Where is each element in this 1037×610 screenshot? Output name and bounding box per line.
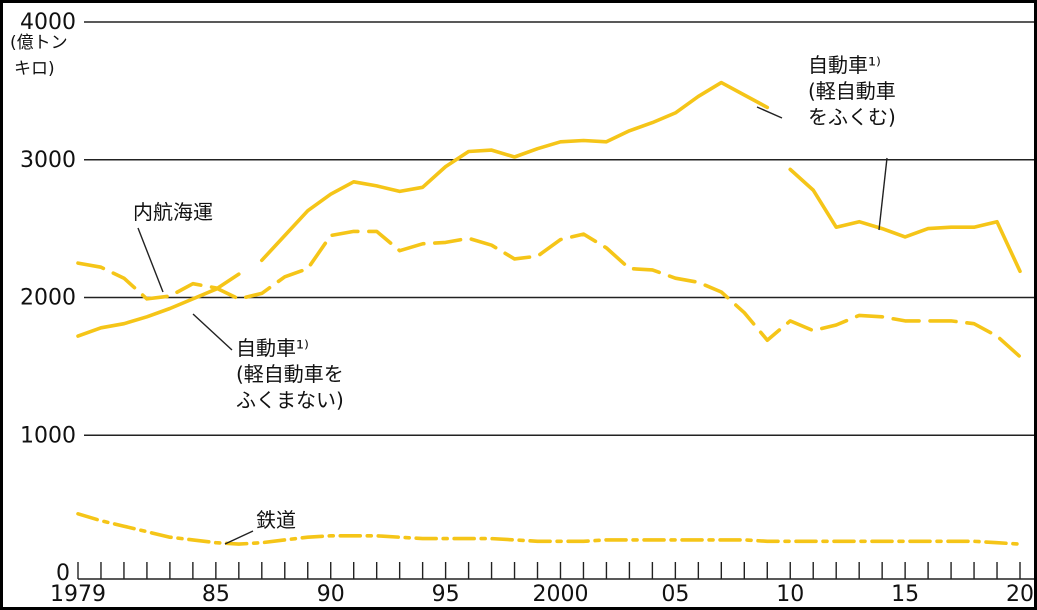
y-tick-label: 2000 — [20, 286, 76, 311]
annotation-car-lower-line-3: ふくまない) — [236, 388, 344, 412]
x-tick-label: 90 — [317, 582, 345, 607]
x-tick-label: 2000 — [532, 582, 588, 607]
y-tick-label: 0 — [56, 561, 70, 586]
x-tick-label: 20 — [1006, 582, 1034, 607]
x-tick-label: 95 — [432, 582, 460, 607]
series-lines — [76, 80, 1022, 546]
y-tick-label: 4000 — [20, 10, 76, 35]
annotation-car-upper-line-2: (軽自動車 — [808, 79, 896, 103]
annotation-rail-line-1: 鉄道 — [256, 508, 296, 532]
x-tick-label: 10 — [776, 582, 804, 607]
annotation-car-upper-line-1: 自動車¹⁾ — [808, 53, 881, 77]
y-axis-unit-line-1: (億トン — [10, 33, 68, 53]
y-tick-label: 1000 — [20, 423, 76, 448]
series-line-1 — [260, 80, 770, 263]
leader-naiko — [137, 227, 164, 293]
annotation-car-lower-line-1: 自動車¹⁾ — [236, 336, 309, 360]
annotation-car-upper-line-3: をふくむ) — [808, 105, 896, 129]
series-line-3 — [76, 229, 1022, 359]
x-tick-label: 15 — [891, 582, 919, 607]
gridlines — [84, 21, 1037, 436]
leader-car-upper-1 — [756, 106, 783, 119]
leader-car-upper-2 — [878, 157, 888, 231]
y-tick-labels: 0 1000 2000 3000 4000 — [20, 10, 76, 586]
annotation-leaders — [137, 106, 888, 545]
leader-rail — [224, 530, 254, 545]
y-axis-unit-line-2: キロ) — [14, 59, 55, 79]
leader-car-lower — [192, 313, 233, 351]
series-line-4 — [76, 511, 1022, 546]
x-tick-label: 85 — [202, 582, 230, 607]
annotation-naiko-line-1: 内航海運 — [133, 200, 213, 224]
series-line-2 — [788, 167, 1022, 274]
x-tick-label: 05 — [661, 582, 689, 607]
y-tick-label: 3000 — [20, 148, 76, 173]
x-axis-ticks: 1979 85 90 95 2000 05 10 15 20 — [50, 562, 1037, 607]
annotation-car-lower-line-2: (軽自動車を — [236, 362, 344, 386]
series-line-0 — [76, 272, 241, 338]
x-tick-label: 1979 — [50, 582, 106, 607]
